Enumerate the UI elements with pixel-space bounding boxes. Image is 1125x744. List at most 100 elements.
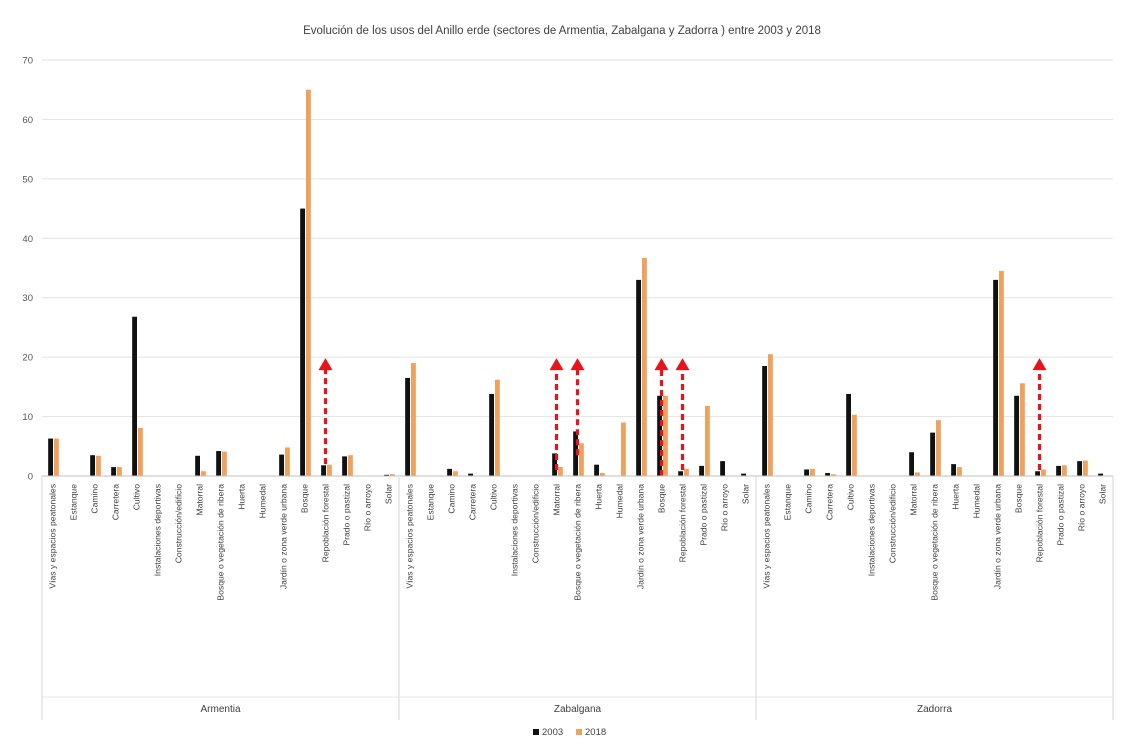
category-label: Carretera: [111, 484, 121, 521]
category-label: Prado o pastizal: [1056, 484, 1066, 546]
bar-2018-armentia-15: [348, 455, 353, 476]
bar-2003-armentia-14: [321, 465, 326, 476]
category-label: Vías y espacios peatonales: [48, 484, 58, 589]
y-tick-label: 50: [22, 174, 33, 185]
bar-2018-zabalgana-14: [684, 468, 689, 476]
category-label: Bosque o vegetación de ribera: [216, 484, 226, 601]
category-label: Carretera: [468, 484, 478, 521]
bar-2003-armentia-5: [132, 316, 137, 476]
y-tick-label: 30: [22, 293, 33, 304]
bar-2003-zadorra-17: [1098, 473, 1103, 476]
category-label: Instalaciones deportivas: [867, 484, 877, 576]
arrow-head: [549, 358, 564, 371]
bar-2018-zadorra-13: [1020, 383, 1025, 476]
category-label: Matorral: [552, 484, 562, 516]
category-label: Río o arroyo: [1077, 484, 1087, 532]
bar-2003-armentia-17: [384, 474, 389, 476]
category-label: Solar: [384, 484, 394, 504]
category-label: Camino: [90, 484, 100, 514]
bar-2003-armentia-12: [279, 454, 284, 476]
category-label: Cultivo: [846, 484, 856, 510]
category-label: Camino: [804, 484, 814, 514]
category-label: Construcción/edificio: [531, 484, 541, 564]
y-tick-label: 60: [22, 115, 33, 126]
category-label: Instalaciones deportivas: [153, 484, 163, 576]
y-tick-label: 70: [22, 56, 33, 67]
bar-2018-armentia-14: [327, 464, 332, 476]
category-label: Vías y espacios peatonales: [405, 484, 415, 589]
category-label: Jardín o zona verde urbana: [636, 484, 646, 589]
category-label: Repoblación forestal: [1035, 484, 1045, 562]
x-axis: [41, 475, 1114, 720]
bar-2018-armentia-1: [54, 438, 59, 476]
bar-2018-zabalgana-9: [579, 443, 584, 476]
category-label: Humedal: [972, 484, 982, 518]
bar-2018-zadorra-12: [999, 270, 1004, 476]
group-labels: Armentia Zabalgana Zadorra: [200, 704, 952, 715]
category-label: Estanque: [783, 484, 793, 521]
bar-2003-zadorra-8: [909, 452, 914, 476]
category-label: Humedal: [258, 484, 268, 518]
bar-2003-zabalgana-5: [489, 393, 494, 476]
category-label: Estanque: [69, 484, 79, 521]
bar-2003-zadorra-10: [951, 464, 956, 476]
category-label: Repoblación forestal: [678, 484, 688, 562]
bar-2018-zabalgana-5: [495, 379, 500, 476]
bar-2018-zadorra-9: [936, 420, 941, 476]
bar-2018-zadorra-5: [852, 414, 857, 476]
legend-label: 2003: [542, 727, 563, 738]
bar-2003-zadorra-15: [1056, 465, 1061, 476]
bar-2018-zabalgana-12: [642, 257, 647, 476]
bar-2003-zabalgana-1: [405, 377, 410, 476]
bar-2003-zadorra-13: [1014, 395, 1019, 476]
bar-2018-zadorra-4: [831, 474, 836, 476]
bar-2018-zabalgana-10: [600, 473, 605, 476]
bar-2003-zadorra-14: [1035, 471, 1040, 476]
category-labels: Vías y espacios peatonales Estanque Camino…: [48, 484, 1108, 601]
bar-2003-zadorra-1: [762, 366, 767, 476]
bar-2003-zadorra-16: [1077, 461, 1082, 476]
legend-swatch: [533, 729, 539, 735]
bar-2018-zabalgana-3: [453, 471, 458, 476]
group-label: Zadorra: [917, 704, 952, 715]
bar-2003-armentia-1: [48, 438, 53, 476]
category-label: Prado o pastizal: [699, 484, 709, 546]
category-label: Humedal: [615, 484, 625, 518]
category-label: Huerta: [237, 484, 247, 510]
category-label: Río o arroyo: [363, 484, 373, 532]
bar-2018-armentia-5: [138, 427, 143, 476]
legend-swatch: [576, 729, 582, 735]
category-label: Bosque: [657, 484, 667, 513]
bar-2003-zadorra-3: [804, 469, 809, 476]
bar-2003-zabalgana-4: [468, 473, 473, 476]
bar-2003-armentia-9: [216, 451, 221, 476]
category-label: Repoblación forestal: [321, 484, 331, 562]
bars: [48, 89, 1103, 477]
bar-2003-zadorra-12: [993, 279, 998, 476]
y-axis-ticks: 0 10 20 30 40 50 60 70: [22, 56, 33, 483]
category-label: Huerta: [951, 484, 961, 510]
bar-2003-zabalgana-17: [741, 473, 746, 476]
category-label: Carretera: [825, 484, 835, 521]
bar-2018-zadorra-14: [1041, 469, 1046, 476]
category-label: Construcción/edificio: [888, 484, 898, 564]
category-label: Prado o pastizal: [342, 484, 352, 546]
category-label: Río o arroyo: [720, 484, 730, 532]
y-tick-label: 0: [28, 472, 33, 483]
category-label: Matorral: [909, 484, 919, 516]
y-tick-label: 20: [22, 353, 33, 364]
category-label: Bosque o vegetación de ribera: [930, 484, 940, 601]
bar-2003-zabalgana-12: [636, 279, 641, 476]
bar-2003-zabalgana-10: [594, 464, 599, 476]
category-label: Bosque o vegetación de ribera: [573, 484, 583, 601]
bar-2018-armentia-9: [222, 451, 227, 476]
bar-2003-armentia-13: [300, 208, 305, 477]
arrow-head: [318, 358, 333, 371]
arrow-head: [1032, 358, 1047, 371]
bar-2003-zadorra-9: [930, 432, 935, 476]
category-label: Huerta: [594, 484, 604, 510]
y-tick-label: 10: [22, 412, 33, 423]
category-label: Solar: [1098, 484, 1108, 504]
